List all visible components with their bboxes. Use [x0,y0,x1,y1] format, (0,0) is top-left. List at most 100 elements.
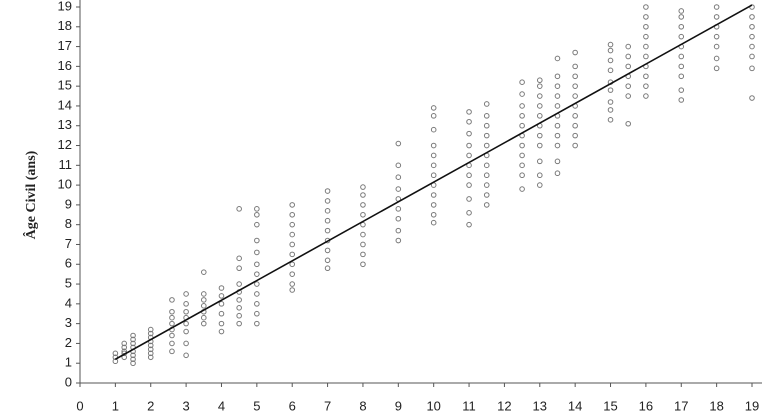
point [254,291,260,297]
point [519,103,525,109]
point [112,350,119,357]
y-tick-label: 9 [65,196,72,211]
point [200,314,207,321]
point [678,14,685,20]
point [625,53,632,60]
point [625,120,632,127]
x-tick-label: 2 [147,398,154,413]
point [430,192,437,198]
point [625,43,632,50]
point [572,93,578,99]
y-tick-label: 13 [58,117,72,132]
point [536,132,543,139]
point [360,202,366,208]
point [554,83,561,89]
y-tick-label: 7 [65,236,72,251]
point [643,4,649,10]
point [483,162,490,169]
point [554,103,561,109]
x-tick-label: 17 [674,398,688,413]
point [519,172,525,179]
point [395,186,402,192]
point [254,320,260,327]
point [236,312,242,319]
point [324,257,331,264]
point [572,142,578,149]
point [536,103,543,109]
point [130,336,136,343]
point [147,342,154,349]
point [483,182,490,188]
point [483,101,490,107]
point [395,162,402,169]
x-tick-label: 13 [533,398,547,413]
y-axis-label: Âge Civil (ans) [22,150,39,239]
point [607,41,614,48]
point [536,182,543,188]
point [236,320,242,327]
y-tick-label: 10 [58,177,72,192]
point [519,142,525,149]
point [643,83,649,89]
x-tick-label: 12 [497,398,511,413]
point [200,269,207,275]
point [360,241,366,248]
point [572,63,578,70]
point [572,83,578,89]
point [324,217,331,224]
point [254,301,260,307]
point [607,67,614,74]
point [395,206,402,212]
point [289,241,296,248]
point [713,55,720,62]
point [130,356,136,363]
point [236,206,242,212]
point [147,354,154,361]
x-tick-label: 6 [289,398,296,413]
y-tick-label: 4 [65,295,72,310]
point [554,122,561,129]
point [430,142,437,149]
point [554,55,561,62]
point [749,23,755,30]
point [678,63,685,70]
point [607,107,614,113]
point [169,308,175,315]
point [430,202,437,208]
point [200,303,207,309]
point [483,113,490,119]
point [254,237,260,244]
point [430,211,437,218]
point [536,172,543,179]
point [254,310,260,317]
x-tick-label: 11 [462,398,476,413]
point [183,320,189,327]
y-tick-label: 2 [65,335,72,350]
point [200,291,207,297]
point [324,265,331,272]
point [430,113,437,119]
point [713,14,720,20]
x-tick-label: 15 [603,398,617,413]
point [430,152,437,159]
y-tick-label: 19 [58,0,72,13]
point [536,158,543,165]
point [289,211,296,218]
point [678,53,685,60]
point [236,265,242,272]
point [200,320,207,327]
point [519,162,525,169]
point [218,301,225,307]
point [572,49,578,56]
point [130,340,136,347]
point [643,93,649,99]
point [395,174,402,180]
x-tick-label: 7 [324,398,331,413]
point [625,63,632,70]
point [130,352,136,359]
point [554,132,561,139]
point [218,285,225,291]
point [554,73,561,80]
point [360,211,366,218]
point [147,330,154,337]
